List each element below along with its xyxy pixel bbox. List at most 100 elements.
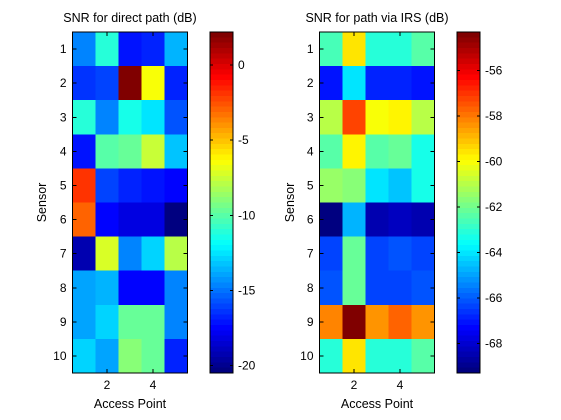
colorbar: 0 -5 -10 -15 -20 xyxy=(209,31,256,374)
heatmap-cell xyxy=(72,32,96,67)
heatmap-cell xyxy=(411,32,435,67)
heatmap-cell xyxy=(72,202,96,238)
heatmap-cell xyxy=(95,304,119,340)
axes-frame xyxy=(319,31,435,374)
y-tick-label: 6 xyxy=(60,213,67,227)
heatmap-cell xyxy=(95,134,119,169)
heatmap-cell xyxy=(342,66,366,101)
heatmap-cell xyxy=(411,66,435,101)
heatmap-cells xyxy=(72,32,188,373)
heatmap-cell xyxy=(319,168,343,203)
heatmap-cell xyxy=(72,100,96,135)
heatmap-cell xyxy=(388,100,412,135)
heatmap-cell xyxy=(72,168,96,203)
heatmap-cell xyxy=(319,32,343,67)
heatmap-cell xyxy=(365,168,389,203)
heatmap-cell xyxy=(388,134,412,169)
heatmap-cell xyxy=(118,304,142,340)
heatmap-cell xyxy=(72,270,96,306)
x-tick-label: 2 xyxy=(104,378,111,392)
heatmap-cell xyxy=(319,236,343,272)
heatmap-cell xyxy=(342,100,366,135)
colorbar-scale xyxy=(457,32,480,373)
heatmap-cell xyxy=(388,168,412,203)
heatmap-cell xyxy=(411,338,435,373)
heatmap-cell xyxy=(388,32,412,67)
heatmap-cell xyxy=(164,202,188,238)
heatmap-cell xyxy=(365,304,389,340)
heatmap-cell xyxy=(164,304,188,340)
colorbar-tick-label: -66 xyxy=(485,291,503,305)
heatmap-cell xyxy=(411,100,435,135)
heatmap-cell xyxy=(342,202,366,238)
heatmap-cell xyxy=(365,32,389,67)
heatmap-cell xyxy=(342,304,366,340)
axes: 1 2 3 4 5 6 7 8 9 10 2 4 xyxy=(53,31,188,392)
y-tick-label: 8 xyxy=(307,281,314,295)
colorbar-tick-label: -64 xyxy=(485,246,503,260)
heatmap-cell xyxy=(164,100,188,135)
y-tick-label: 3 xyxy=(307,110,314,124)
y-tick-label: 10 xyxy=(300,349,314,363)
y-tick-label: 1 xyxy=(60,42,67,56)
heatmap-cell xyxy=(342,32,366,67)
heatmap-cell xyxy=(141,236,165,272)
heatmap-cell xyxy=(118,134,142,169)
y-tick-label: 9 xyxy=(307,315,314,329)
x-tick-label: 4 xyxy=(397,378,404,392)
heatmap-cell xyxy=(319,270,343,306)
x-tick-label: 4 xyxy=(150,378,157,392)
heatmap-cell xyxy=(72,304,96,340)
heatmap-cell xyxy=(118,202,142,238)
heatmap-cell xyxy=(365,270,389,306)
heatmap-cell xyxy=(319,134,343,169)
axes: 1 2 3 4 5 6 7 8 9 10 2 4 xyxy=(300,31,435,392)
heatmap-cell xyxy=(141,338,165,373)
heatmap-cell xyxy=(141,100,165,135)
y-tick-label: 5 xyxy=(60,178,67,192)
heatmap-cell xyxy=(118,100,142,135)
heatmap-cell xyxy=(319,66,343,101)
heatmap-cell xyxy=(118,168,142,203)
heatmap-cell xyxy=(72,134,96,169)
heatmap-cell xyxy=(164,134,188,169)
x-axis-label: Access Point xyxy=(341,397,414,411)
colorbar-tick-label: -10 xyxy=(238,208,256,222)
y-tick-label: 5 xyxy=(307,178,314,192)
y-tick-label: 6 xyxy=(307,213,314,227)
y-tick-label: 8 xyxy=(60,281,67,295)
y-tick-label: 7 xyxy=(60,247,67,261)
y-tick-label: 10 xyxy=(53,349,67,363)
heatmap-cell xyxy=(342,338,366,373)
heatmap-cell xyxy=(95,270,119,306)
colorbar-tick-label: -58 xyxy=(485,109,503,123)
colorbar-tick-label: -68 xyxy=(485,336,503,350)
heatmap-cell xyxy=(342,134,366,169)
colorbar-frame xyxy=(209,31,234,374)
chart-title: SNR for direct path (dB) xyxy=(63,11,196,25)
colorbar-tick-label: -15 xyxy=(238,283,256,297)
x-tick-label: 2 xyxy=(351,378,358,392)
colorbar-tick-label: 0 xyxy=(238,58,245,72)
y-tick-label: 4 xyxy=(307,144,314,158)
y-tick-label: 1 xyxy=(307,42,314,56)
colorbar-tick-label: -5 xyxy=(238,133,249,147)
x-axis-label: Access Point xyxy=(94,397,167,411)
heatmap-cells xyxy=(319,32,435,373)
heatmap-cell xyxy=(365,100,389,135)
heatmap-cell xyxy=(365,236,389,272)
heatmap-cell xyxy=(118,270,142,306)
heatmap-cell xyxy=(164,236,188,272)
heatmap-cell xyxy=(95,338,119,373)
heatmap-cell xyxy=(118,66,142,101)
heatmap-cell xyxy=(95,202,119,238)
heatmap-cell xyxy=(388,270,412,306)
heatmap-cell xyxy=(95,32,119,67)
y-tick-label: 2 xyxy=(307,76,314,90)
colorbar-frame xyxy=(456,31,481,374)
heatmap-cell xyxy=(342,270,366,306)
colorbar-tick-label: -56 xyxy=(485,64,503,78)
heatmap-cell xyxy=(95,168,119,203)
heatmap-cell xyxy=(95,236,119,272)
heatmap-cell xyxy=(164,66,188,101)
